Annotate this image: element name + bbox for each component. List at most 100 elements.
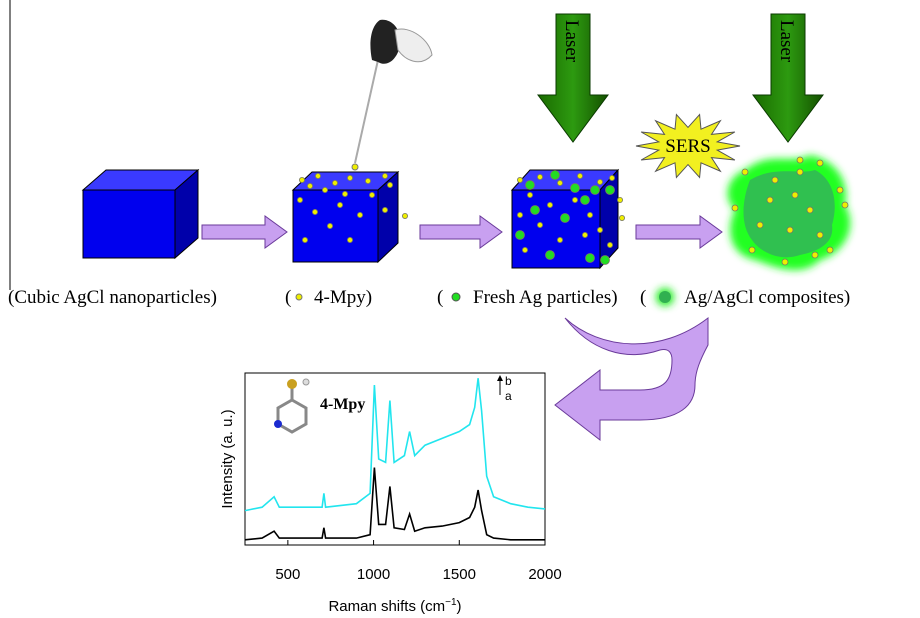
particle [767,197,773,203]
particle [591,186,600,195]
plot-frame [245,373,545,545]
y-axis-label: Intensity (a. u.) [219,409,236,508]
caption-paren: ( [285,287,291,308]
x-tick-label: 500 [275,566,300,583]
cube [83,170,198,258]
particle [561,214,570,223]
particle [601,256,610,265]
caption: (Cubic AgCl nanoparticles) [8,287,217,308]
particle [516,231,525,240]
particle [842,202,848,208]
particle [837,187,843,193]
caption: Fresh Ag particles) [473,287,618,308]
particle [547,202,552,207]
particle [332,180,337,185]
particle [357,212,362,217]
particle [369,192,374,197]
particle [607,242,612,247]
particle [347,237,352,242]
particle [327,223,332,228]
particle [557,237,562,242]
particle [792,192,798,198]
cube-with-ag [512,170,625,268]
particle [537,174,542,179]
particle [812,252,818,258]
particle [572,197,577,202]
particle [299,177,304,182]
cube-with-molecules [293,172,408,262]
particle [312,209,317,214]
particle [586,254,595,263]
legend-label: a [505,389,512,403]
particle [817,160,823,166]
particle [597,179,602,184]
composite-blob [728,155,851,270]
particle [307,183,312,188]
particle [587,212,592,217]
particle [347,175,352,180]
particle [782,259,788,265]
particle [527,192,532,197]
annotation: 4-Mpy [320,396,365,413]
pipette [352,20,432,170]
particle [322,187,327,192]
particle [526,181,535,190]
particle [522,247,527,252]
particle [382,207,387,212]
caption-paren: ( [640,287,646,308]
legend-label: b [505,374,512,388]
particle [337,202,342,207]
particle [577,173,582,178]
particle [606,186,615,195]
particle [297,197,302,202]
particle [315,173,320,178]
particle [827,247,833,253]
x-axis-label-end: ) [457,598,462,615]
particle [749,247,755,253]
caption-paren: ( [437,287,443,308]
process-arrows [202,216,722,248]
particle [517,177,522,182]
particle [302,237,307,242]
particle [571,184,580,193]
page: {"captions": [ {"open": "", "label": "(C… [0,0,920,618]
particle [517,212,522,217]
particle [551,171,560,180]
particle [619,215,624,220]
particle [772,177,778,183]
particle [787,227,793,233]
legend-dot [296,294,302,300]
particle [387,182,392,187]
diagram: Laser Laser SERS (Cubic AgCl nanoparticl… [0,0,920,618]
x-tick-label: 1500 [443,566,476,583]
particle [807,207,813,213]
particle [342,191,347,196]
laser-label: Laser [776,20,797,63]
particle [582,232,587,237]
particle [742,169,748,175]
particle [609,175,614,180]
legend-blob [659,291,671,303]
x-axis-label-sup: −1 [445,597,457,608]
sers-label: SERS [665,136,710,157]
caption: Ag/AgCl composites) [684,287,850,308]
particle [617,197,622,202]
particle [597,227,602,232]
curved-arrow [555,318,708,440]
particle [546,251,555,260]
particle [797,169,803,175]
caption: 4-Mpy) [314,287,372,308]
x-axis-label: Raman shifts (cm−1) [328,597,461,615]
particle [817,232,823,238]
x-axis-label-text: Raman shifts (cm [328,598,445,615]
laser-label: Laser [561,20,582,63]
particle [581,196,590,205]
particle [531,206,540,215]
x-tick-label: 1000 [357,566,390,583]
particle [365,178,370,183]
x-tick-label: 2000 [528,566,561,583]
particle [732,205,738,211]
particle [757,222,763,228]
particle [557,180,562,185]
particle [402,213,407,218]
